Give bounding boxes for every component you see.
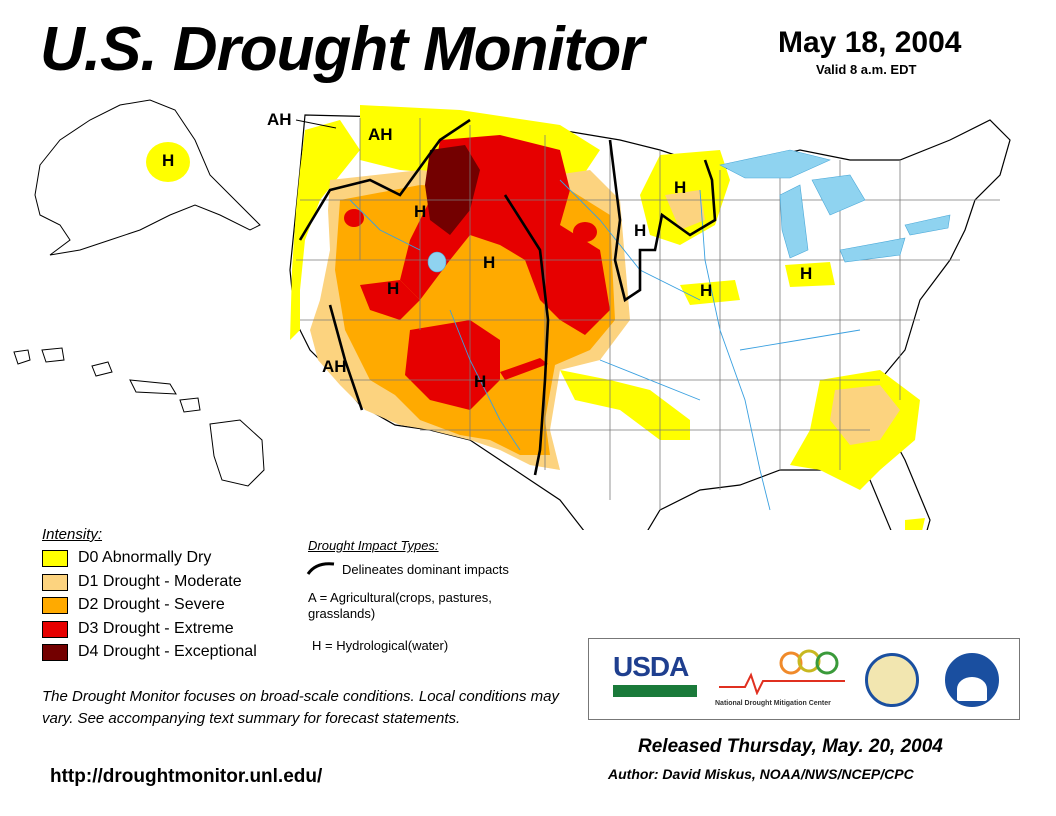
great-salt-lake [427,251,447,273]
legend-d4: D4 Drought - Exceptional [42,642,257,662]
disclaimer-note: The Drought Monitor focuses on broad-sca… [42,688,559,727]
drought-map: AH AH AH H H H H H H H H H [13,99,1011,530]
label-h-ak: H [162,151,174,170]
alaska-outline [34,99,261,256]
partner-logos: USDA National Drought Mitigation Center [588,638,1020,720]
label-h-wi: H [674,178,686,197]
great-lakes [719,149,951,263]
noaa-logo-icon [945,653,999,707]
legend-swatch-d0 [42,549,68,567]
usda-logo: USDA [613,651,697,697]
d4-area [425,145,480,235]
ndmc-logo: National Drought Mitigation Center [715,647,847,713]
hawaii-islands [13,347,265,487]
usda-logo-text: USDA [613,651,689,682]
legend-label-d1: D1 Drought - Moderate [78,573,242,590]
label-h-nv: H [387,279,399,298]
label-h-id: H [414,202,426,221]
valid-time: Valid 8 a.m. EDT [816,62,917,77]
ndmc-trees-icon [719,649,845,696]
label-ah-pnw: AH [267,110,292,129]
ndmc-logo-text: National Drought Mitigation Center [715,700,831,707]
map-date: May 18, 2004 [778,26,962,59]
impact-hydrological: H = Hydrological(water) [312,638,449,653]
label-h-az: H [474,372,486,391]
map-title: U.S. Drought Monitor [40,15,644,84]
impact-types-title: Drought Impact Types: [308,538,439,553]
label-ah-id: AH [368,125,393,144]
legend-label-d0: D0 Abnormally Dry [78,549,212,566]
label-h-mn: H [634,221,646,240]
label-h-wy: H [483,253,495,272]
legend-label-d2: D2 Drought - Severe [78,596,225,613]
label-h-ia: H [700,281,712,300]
legend-swatch-d3 [42,620,68,638]
legend-d3: D3 Drought - Extreme [42,619,234,639]
legend-d0: D0 Abnormally Dry [42,548,211,568]
legend-swatch-d2 [42,596,68,614]
label-ah-ca: AH [322,357,347,376]
legend-d2: D2 Drought - Severe [42,595,225,615]
legend-label-d3: D3 Drought - Extreme [78,620,234,637]
legend-swatch-d1 [42,573,68,591]
rivers [349,179,861,511]
usda-logo-stripe [613,685,697,697]
released-date: Released Thursday, May. 20, 2004 [638,736,943,757]
legend-label-d4: D4 Drought - Exceptional [78,643,257,660]
impact-labels: AH AH AH H H H H H H H H H [162,110,812,391]
legend-d1: D1 Drought - Moderate [42,572,242,592]
impact-agricultural: A = Agricultural(crops, pastures, grassl… [308,590,492,621]
legend-title: Intensity: [42,526,103,543]
alaska-d0 [146,142,190,182]
website-link[interactable]: http://droughtmonitor.unl.edu/ [50,766,323,787]
doc-seal-icon [865,653,919,707]
author-credit: Author: David Miskus, NOAA/NWS/NCEP/CPC [608,766,914,782]
d3-areas [344,135,610,410]
label-h-in: H [800,264,812,283]
impact-boundaries [298,118,717,476]
impact-line-icon [306,562,335,575]
legend-swatch-d4 [42,643,68,661]
impact-line-label: Delineates dominant impacts [342,562,509,577]
